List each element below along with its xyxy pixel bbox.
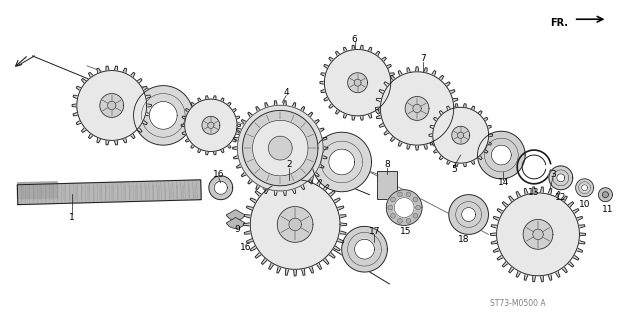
Text: 15: 15 <box>401 227 412 236</box>
Polygon shape <box>491 187 586 282</box>
Polygon shape <box>523 220 553 249</box>
Polygon shape <box>320 45 395 120</box>
Polygon shape <box>208 122 214 128</box>
Text: 12: 12 <box>555 193 566 202</box>
Polygon shape <box>405 97 429 120</box>
Polygon shape <box>250 180 340 269</box>
Polygon shape <box>413 104 421 113</box>
Polygon shape <box>599 188 612 202</box>
Polygon shape <box>278 207 313 242</box>
Text: 5: 5 <box>451 165 456 174</box>
Text: 18: 18 <box>458 235 469 244</box>
Polygon shape <box>107 101 116 110</box>
Polygon shape <box>184 99 237 151</box>
Polygon shape <box>233 101 328 196</box>
Polygon shape <box>376 67 459 150</box>
Text: 3: 3 <box>550 170 556 180</box>
Polygon shape <box>381 72 454 145</box>
Text: 16: 16 <box>213 170 225 180</box>
Text: ST73-M0500 A: ST73-M0500 A <box>491 299 546 308</box>
Polygon shape <box>557 174 564 182</box>
Circle shape <box>391 213 396 218</box>
Polygon shape <box>209 176 233 200</box>
Polygon shape <box>461 208 476 221</box>
Polygon shape <box>449 195 489 234</box>
Circle shape <box>397 219 402 223</box>
Polygon shape <box>17 180 201 204</box>
Polygon shape <box>100 93 124 117</box>
Polygon shape <box>533 229 543 240</box>
Text: 14: 14 <box>497 178 509 187</box>
Polygon shape <box>394 198 414 218</box>
Polygon shape <box>549 166 573 190</box>
Polygon shape <box>576 179 594 197</box>
Text: 11: 11 <box>602 205 613 214</box>
Polygon shape <box>429 104 492 167</box>
Text: 13: 13 <box>528 188 540 197</box>
Polygon shape <box>324 50 391 116</box>
Circle shape <box>388 205 392 210</box>
Wedge shape <box>226 210 245 220</box>
Circle shape <box>413 197 418 202</box>
Wedge shape <box>226 218 245 228</box>
Polygon shape <box>289 218 301 231</box>
Polygon shape <box>433 107 489 163</box>
Text: 2: 2 <box>286 160 292 170</box>
Polygon shape <box>243 110 318 186</box>
Circle shape <box>413 213 418 218</box>
Polygon shape <box>253 120 308 176</box>
Polygon shape <box>72 66 152 145</box>
Polygon shape <box>491 145 511 165</box>
Text: 10: 10 <box>579 200 591 209</box>
Polygon shape <box>348 73 368 92</box>
Circle shape <box>391 197 396 202</box>
Circle shape <box>406 192 411 197</box>
Text: 4: 4 <box>283 88 289 97</box>
Polygon shape <box>497 193 579 276</box>
Circle shape <box>415 205 420 210</box>
Text: 8: 8 <box>384 160 390 170</box>
Polygon shape <box>181 96 240 155</box>
Text: FR.: FR. <box>550 18 568 28</box>
Text: 1: 1 <box>69 213 75 222</box>
Polygon shape <box>386 190 422 225</box>
Polygon shape <box>77 71 147 140</box>
Polygon shape <box>243 173 347 276</box>
Polygon shape <box>602 192 609 198</box>
Polygon shape <box>312 132 371 192</box>
Polygon shape <box>202 116 220 134</box>
Text: 16: 16 <box>240 243 252 252</box>
Text: 6: 6 <box>351 35 358 44</box>
Polygon shape <box>582 185 587 191</box>
Polygon shape <box>268 136 292 160</box>
Polygon shape <box>342 227 388 272</box>
Text: 17: 17 <box>369 227 380 236</box>
Polygon shape <box>451 126 469 144</box>
Text: 9: 9 <box>235 225 240 234</box>
Polygon shape <box>134 86 193 145</box>
Circle shape <box>406 219 411 223</box>
Polygon shape <box>329 149 355 175</box>
Polygon shape <box>17 182 57 199</box>
Polygon shape <box>150 101 177 129</box>
Bar <box>378 171 397 199</box>
Polygon shape <box>458 132 464 138</box>
Polygon shape <box>237 105 323 191</box>
Text: 7: 7 <box>420 54 426 63</box>
Polygon shape <box>355 239 374 259</box>
Polygon shape <box>478 131 525 179</box>
Circle shape <box>397 192 402 197</box>
Polygon shape <box>214 181 227 194</box>
Polygon shape <box>354 79 361 86</box>
